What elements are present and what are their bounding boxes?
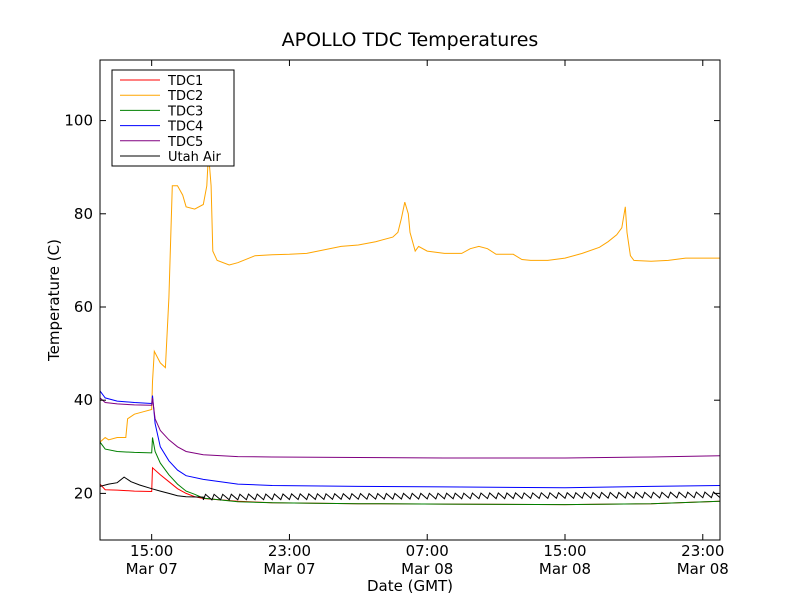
legend-label: Utah Air bbox=[168, 150, 221, 165]
y-tick-label: 40 bbox=[74, 391, 93, 409]
legend-label: TDC5 bbox=[167, 135, 203, 150]
series-layer bbox=[100, 153, 720, 506]
x-axis-label: Date (GMT) bbox=[367, 577, 453, 595]
chart-title: APOLLO TDC Temperatures bbox=[282, 29, 539, 51]
legend-label: TDC2 bbox=[167, 89, 203, 104]
x-tick-label-time: 15:00 bbox=[130, 542, 173, 560]
x-tick-label-time: 23:00 bbox=[268, 542, 311, 560]
plot-frame bbox=[99, 59, 721, 541]
legend-label: TDC1 bbox=[167, 74, 203, 89]
x-tick-label-time: 23:00 bbox=[681, 542, 724, 560]
legend-label: TDC4 bbox=[167, 120, 203, 135]
series-line-tdc5 bbox=[100, 397, 720, 459]
series-line-tdc2 bbox=[100, 153, 720, 443]
x-tick-label-date: Mar 08 bbox=[401, 560, 453, 578]
y-tick-label: 60 bbox=[74, 298, 93, 316]
series-line-tdc3 bbox=[100, 437, 720, 506]
x-tick-label-time: 07:00 bbox=[406, 542, 449, 560]
x-tick-label-date: Mar 08 bbox=[539, 560, 591, 578]
legend-label: TDC3 bbox=[167, 104, 203, 119]
x-tick-label-date: Mar 07 bbox=[126, 560, 178, 578]
series-line-utah-air bbox=[100, 476, 720, 501]
y-tick-label: 80 bbox=[74, 205, 93, 223]
y-axis: 20 40 60 80 100 bbox=[64, 112, 720, 502]
y-axis-label: Temperature (C) bbox=[45, 239, 63, 362]
series-line-tdc4 bbox=[100, 390, 720, 489]
x-tick-label-date: Mar 07 bbox=[263, 560, 315, 578]
y-tick-label: 100 bbox=[64, 112, 93, 130]
y-tick-label: 20 bbox=[74, 484, 93, 502]
x-tick-label-date: Mar 08 bbox=[677, 560, 729, 578]
legend-box bbox=[111, 69, 235, 167]
x-tick-label-time: 15:00 bbox=[543, 542, 586, 560]
